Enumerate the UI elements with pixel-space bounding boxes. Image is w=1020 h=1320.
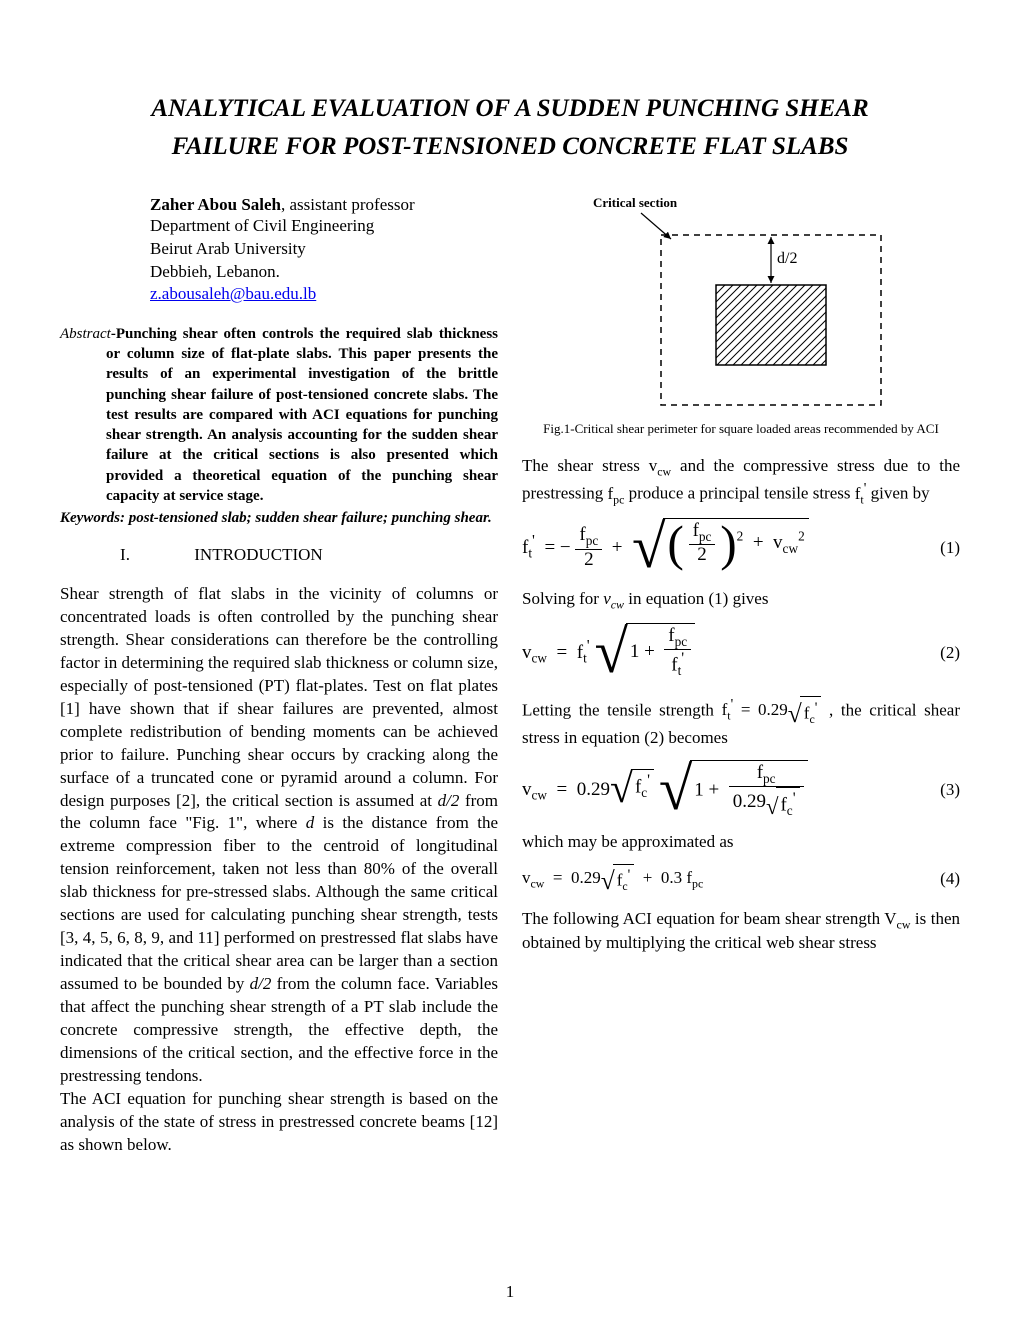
eq3-number: (3) [930,780,960,800]
figure-1-caption: Fig.1-Critical shear perimeter for squar… [522,421,960,437]
symbol-d2-a: d/2 [438,791,460,810]
inline-eq-ft: ft' = 0.29√fc' [722,700,822,719]
figure-1-svg: d/2 Critical section [591,195,891,415]
right-p4: which may be approximated as [522,831,960,854]
intro-paragraph-1: Shear strength of flat slabs in the vici… [60,583,498,1088]
eq3-body: vcw = 0.29√fc' √ 1 + fpc0.29√fc' [522,760,930,821]
page-number: 1 [0,1282,1020,1302]
title-line-2: FAILURE FOR POST-TENSIONED CONCRETE FLAT… [172,133,849,160]
text: in equation (1) gives [624,589,768,608]
section-heading: I. INTRODUCTION [60,545,498,565]
symbol-Vcw: Vcw [884,909,910,928]
page: ANALYTICAL EVALUATION OF A SUDDEN PUNCHI… [0,0,1020,1320]
author-block: Zaher Abou Saleh, assistant professor De… [60,195,498,324]
author-loc: Debbieh, Lebanon. [150,261,498,284]
right-p3: Letting the tensile strength ft' = 0.29√… [522,696,960,750]
author-dept: Department of Civil Engineering [150,215,498,238]
eq2-number: (2) [930,643,960,663]
section-title: INTRODUCTION [194,545,322,564]
section-number: I. [60,545,190,565]
symbol-d2-b: d/2 [250,974,272,993]
text: Solving for [522,589,603,608]
two-column-layout: Zaher Abou Saleh, assistant professor De… [60,195,960,1157]
author-name-line: Zaher Abou Saleh, assistant professor [150,195,498,215]
equation-3: vcw = 0.29√fc' √ 1 + fpc0.29√fc' (3) [522,760,960,821]
svg-text:d/2: d/2 [777,250,797,267]
eq4-number: (4) [930,869,960,889]
eq4-body: vcw = 0.29√fc' + 0.3 fpc [522,864,930,894]
paper-title: ANALYTICAL EVALUATION OF A SUDDEN PUNCHI… [60,90,960,195]
symbol-ft-prime: ft' [855,484,867,503]
left-column: Zaher Abou Saleh, assistant professor De… [60,195,498,1157]
abstract-text: -Punching shear often controls the requi… [106,326,498,504]
figure-1: d/2 Critical section [522,195,960,415]
svg-text:Critical section: Critical section [593,195,678,210]
symbol-fpc: fpc [607,484,624,503]
right-p2: Solving for vcw in equation (1) gives [522,588,960,612]
symbol-vcw-italic: v [603,589,611,608]
text: Letting the tensile strength [522,700,722,719]
equation-2: vcw = ft' √ 1 + fpcft' (2) [522,623,960,684]
intro-text-c: is the distance from the extreme compres… [60,813,498,993]
text: produce a principal tensile stress [624,484,854,503]
eq2-body: vcw = ft' √ 1 + fpcft' [522,623,930,684]
abstract: Abstract-Punching shear often controls t… [60,324,498,506]
right-column: d/2 Critical section Fig.1-Critical shear… [522,195,960,1157]
author-email-link[interactable]: z.abousaleh@bau.edu.lb [150,284,316,303]
sub: cw [611,598,624,612]
symbol-d: d [306,813,315,832]
eq1-number: (1) [930,538,960,558]
right-p5: The following ACI equation for beam shea… [522,908,960,955]
abstract-label: Abstract [60,326,111,342]
equation-4: vcw = 0.29√fc' + 0.3 fpc (4) [522,864,960,894]
text: The following ACI equation for beam shea… [522,909,884,928]
author-univ: Beirut Arab University [150,238,498,261]
text: The shear stress [522,456,649,475]
equation-1: ft' = − fpc2 + √ ( fpc2 )2 + vcw2 (1) [522,518,960,579]
intro-text-a: Shear strength of flat slabs in the vici… [60,584,498,809]
keywords: Keywords: post-tensioned slab; sudden sh… [60,510,498,527]
intro-paragraph-2: The ACI equation for punching shear stre… [60,1088,498,1157]
symbol-vcw: vcw [649,456,671,475]
author-name: Zaher Abou Saleh [150,195,281,214]
title-line-1: ANALYTICAL EVALUATION OF A SUDDEN PUNCHI… [151,95,868,122]
author-role: , assistant professor [281,195,415,214]
text: given by [866,484,929,503]
eq1-body: ft' = − fpc2 + √ ( fpc2 )2 + vcw2 [522,518,930,579]
right-p1: The shear stress vcw and the compressive… [522,455,960,508]
